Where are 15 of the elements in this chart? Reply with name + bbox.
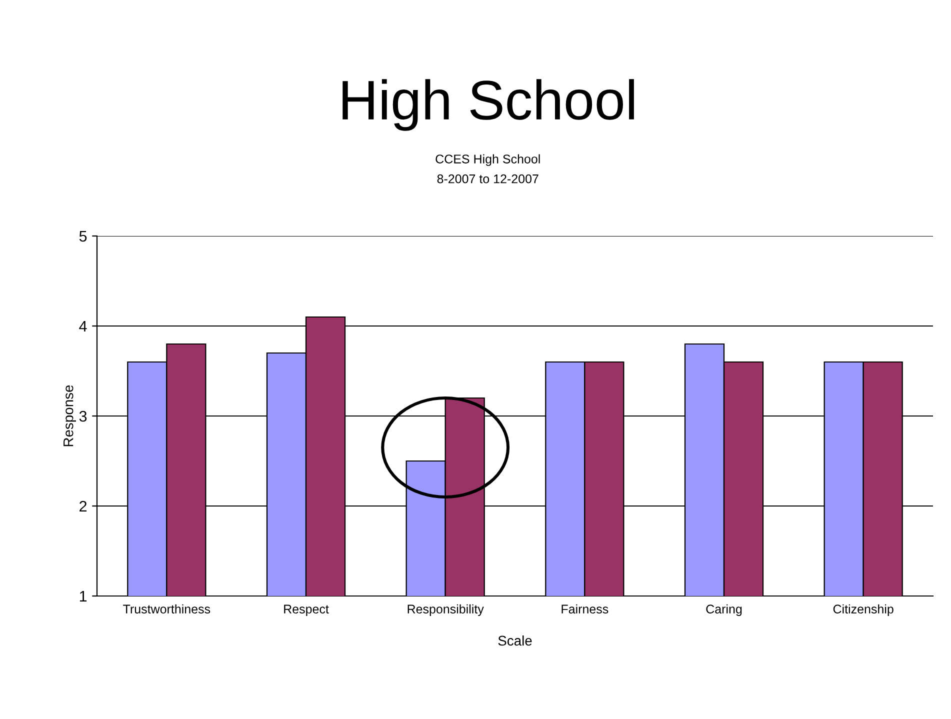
y-tick-label: 1 — [80, 591, 87, 602]
x-tick-label: Respect — [284, 604, 329, 616]
y-tick-label: 4 — [79, 321, 87, 332]
x-tick-label: Trustworthiness — [123, 604, 210, 614]
chart-subtitle: CCES High School 8-2007 to 12-2007 — [436, 154, 540, 184]
x-axis-title: Scale — [498, 635, 532, 646]
y-tick-label: 2 — [80, 500, 87, 512]
x-tick-label: Caring — [706, 604, 742, 616]
y-tick-label: 3 — [79, 410, 87, 422]
y-axis-title: Response — [64, 385, 76, 446]
y-tick-label: 5 — [79, 231, 87, 242]
x-tick-label: Fairness — [562, 604, 608, 614]
x-tick-label: Responsibility — [408, 604, 484, 616]
x-tick-label: Citizenship — [833, 604, 894, 616]
chart-title: High School — [342, 79, 634, 131]
